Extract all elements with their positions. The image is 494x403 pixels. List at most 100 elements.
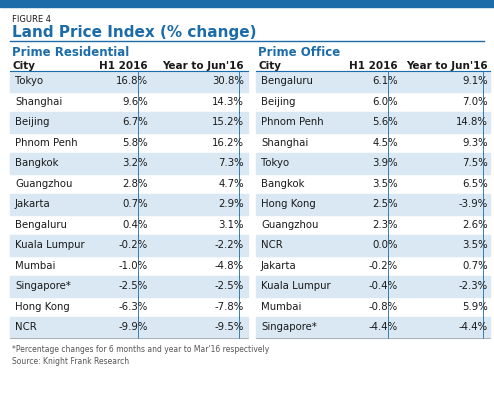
Text: 0.0%: 0.0%	[372, 240, 398, 250]
Text: -4.8%: -4.8%	[215, 261, 244, 271]
Text: 14.3%: 14.3%	[212, 97, 244, 107]
Text: 9.3%: 9.3%	[462, 138, 488, 148]
Text: -0.8%: -0.8%	[369, 302, 398, 312]
Text: Beijing: Beijing	[261, 97, 295, 107]
Bar	[256, 235, 490, 256]
Text: 0.7%: 0.7%	[123, 199, 148, 209]
Text: 9.1%: 9.1%	[462, 76, 488, 86]
Text: 4.5%: 4.5%	[372, 138, 398, 148]
Text: City: City	[258, 61, 281, 71]
Text: Guangzhou: Guangzhou	[261, 220, 318, 230]
Text: Year to Jun'16: Year to Jun'16	[163, 61, 244, 71]
Text: *Percentage changes for 6 months and year to Mar'16 respectively: *Percentage changes for 6 months and yea…	[12, 345, 269, 355]
Text: 7.0%: 7.0%	[462, 97, 488, 107]
Text: -2.2%: -2.2%	[215, 240, 244, 250]
Text: 5.9%: 5.9%	[462, 302, 488, 312]
Text: -0.2%: -0.2%	[119, 240, 148, 250]
Text: 0.4%: 0.4%	[123, 220, 148, 230]
Text: 4.7%: 4.7%	[218, 179, 244, 189]
Bar	[256, 112, 490, 133]
Bar	[10, 153, 248, 174]
Text: FIGURE 4: FIGURE 4	[12, 15, 51, 24]
Bar	[10, 235, 248, 256]
Text: Prime Office: Prime Office	[258, 46, 340, 59]
Text: -0.2%: -0.2%	[369, 261, 398, 271]
Text: Phnom Penh: Phnom Penh	[15, 138, 78, 148]
Bar	[10, 317, 248, 337]
Text: Kuala Lumpur: Kuala Lumpur	[261, 281, 330, 291]
Text: Singapore*: Singapore*	[261, 322, 317, 332]
Text: H1 2016: H1 2016	[99, 61, 148, 71]
Text: Bangkok: Bangkok	[15, 158, 58, 168]
Text: -3.9%: -3.9%	[459, 199, 488, 209]
Text: 3.5%: 3.5%	[462, 240, 488, 250]
Bar	[256, 317, 490, 337]
Text: NCR: NCR	[15, 322, 37, 332]
Text: 3.9%: 3.9%	[372, 158, 398, 168]
Text: Beijing: Beijing	[15, 117, 49, 127]
Text: -2.5%: -2.5%	[119, 281, 148, 291]
Text: 6.7%: 6.7%	[122, 117, 148, 127]
Bar	[256, 194, 490, 214]
Text: 2.3%: 2.3%	[372, 220, 398, 230]
Text: 16.2%: 16.2%	[212, 138, 244, 148]
Text: 2.8%: 2.8%	[123, 179, 148, 189]
Bar	[256, 153, 490, 174]
Text: Tokyo: Tokyo	[261, 158, 289, 168]
Text: 7.5%: 7.5%	[462, 158, 488, 168]
Text: 15.2%: 15.2%	[212, 117, 244, 127]
Text: 6.5%: 6.5%	[462, 179, 488, 189]
Text: 3.5%: 3.5%	[372, 179, 398, 189]
Text: -4.4%: -4.4%	[369, 322, 398, 332]
Text: 2.9%: 2.9%	[218, 199, 244, 209]
Text: Tokyo: Tokyo	[15, 76, 43, 86]
Text: -7.8%: -7.8%	[215, 302, 244, 312]
Text: Bengaluru: Bengaluru	[261, 76, 313, 86]
Text: Shanghai: Shanghai	[15, 97, 62, 107]
Text: Kuala Lumpur: Kuala Lumpur	[15, 240, 84, 250]
Text: Land Price Index (% change): Land Price Index (% change)	[12, 25, 256, 40]
Text: -2.3%: -2.3%	[459, 281, 488, 291]
Text: City: City	[12, 61, 35, 71]
Text: 3.1%: 3.1%	[218, 220, 244, 230]
Text: 16.8%: 16.8%	[116, 76, 148, 86]
Text: 5.8%: 5.8%	[123, 138, 148, 148]
Text: Jakarta: Jakarta	[261, 261, 297, 271]
Text: 2.6%: 2.6%	[462, 220, 488, 230]
Bar	[256, 276, 490, 297]
Text: 2.5%: 2.5%	[372, 199, 398, 209]
Text: Bengaluru: Bengaluru	[15, 220, 67, 230]
Text: 3.2%: 3.2%	[123, 158, 148, 168]
Bar	[10, 276, 248, 297]
Text: Mumbai: Mumbai	[261, 302, 301, 312]
Text: Shanghai: Shanghai	[261, 138, 308, 148]
Text: 30.8%: 30.8%	[212, 76, 244, 86]
Text: Prime Residential: Prime Residential	[12, 46, 129, 59]
Text: -0.4%: -0.4%	[369, 281, 398, 291]
Text: -2.5%: -2.5%	[215, 281, 244, 291]
Text: 14.8%: 14.8%	[456, 117, 488, 127]
Text: Mumbai: Mumbai	[15, 261, 55, 271]
Text: Guangzhou: Guangzhou	[15, 179, 73, 189]
Text: Singapore*: Singapore*	[15, 281, 71, 291]
Bar	[0, 0, 494, 7]
Bar	[10, 71, 248, 91]
Text: Hong Kong: Hong Kong	[261, 199, 316, 209]
Bar	[10, 194, 248, 214]
Text: 0.7%: 0.7%	[462, 261, 488, 271]
Text: 6.1%: 6.1%	[372, 76, 398, 86]
Text: Bangkok: Bangkok	[261, 179, 304, 189]
Text: 6.0%: 6.0%	[372, 97, 398, 107]
Text: Source: Knight Frank Research: Source: Knight Frank Research	[12, 357, 129, 366]
Text: Year to Jun'16: Year to Jun'16	[407, 61, 488, 71]
Text: 5.6%: 5.6%	[372, 117, 398, 127]
Text: 7.3%: 7.3%	[218, 158, 244, 168]
Text: -9.5%: -9.5%	[214, 322, 244, 332]
Text: -6.3%: -6.3%	[119, 302, 148, 312]
Bar	[256, 71, 490, 91]
Text: -9.9%: -9.9%	[119, 322, 148, 332]
Text: NCR: NCR	[261, 240, 283, 250]
Text: 9.6%: 9.6%	[122, 97, 148, 107]
Text: -4.4%: -4.4%	[459, 322, 488, 332]
Text: Jakarta: Jakarta	[15, 199, 51, 209]
